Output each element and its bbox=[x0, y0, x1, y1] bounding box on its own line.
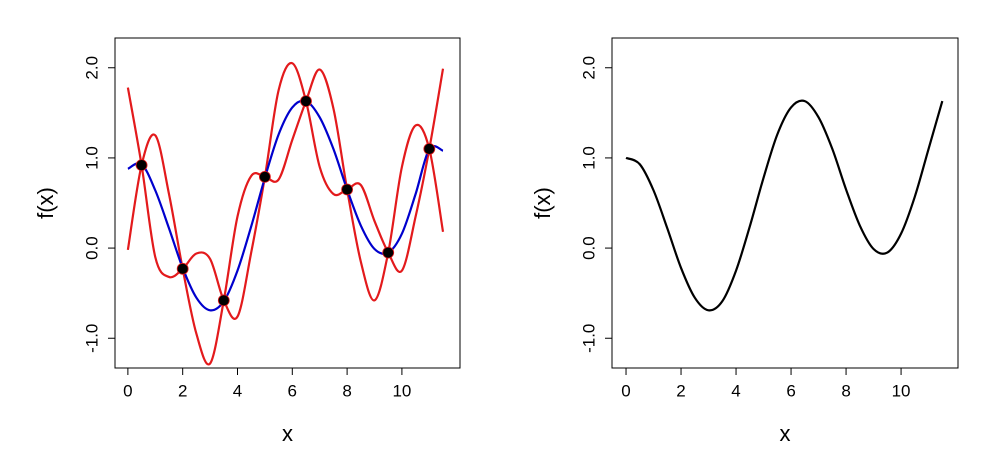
data-point bbox=[258, 170, 271, 183]
x-axis-title: x bbox=[282, 421, 293, 446]
x-tick-label: 8 bbox=[841, 381, 850, 400]
y-tick-label: 2.0 bbox=[82, 56, 101, 80]
data-point bbox=[382, 246, 395, 259]
line-series bbox=[126, 68, 445, 366]
y-tick-label: 0.0 bbox=[579, 236, 598, 260]
data-point bbox=[423, 143, 436, 155]
y-axis-title: f(x) bbox=[33, 187, 58, 219]
x-tick-label: 6 bbox=[288, 381, 297, 400]
x-tick-label: 10 bbox=[892, 381, 911, 400]
plot-frame bbox=[114, 37, 461, 369]
x-tick-label: 4 bbox=[731, 381, 740, 400]
y-tick-label: 1.0 bbox=[82, 146, 101, 170]
x-tick-label: 0 bbox=[621, 381, 630, 400]
plot-frame bbox=[611, 37, 959, 369]
y-tick-label: -1.0 bbox=[579, 324, 598, 353]
line-series bbox=[625, 99, 944, 312]
x-tick-label: 10 bbox=[392, 381, 411, 400]
x-tick-label: 2 bbox=[178, 381, 187, 400]
x-tick-label: 8 bbox=[342, 381, 351, 400]
x-tick-label: 2 bbox=[676, 381, 685, 400]
y-tick-label: 2.0 bbox=[579, 56, 598, 80]
data-point bbox=[135, 159, 148, 172]
y-tick-label: 0.0 bbox=[82, 236, 101, 260]
data-point bbox=[341, 183, 354, 196]
x-tick-label: 0 bbox=[123, 381, 132, 400]
line-series bbox=[126, 62, 445, 320]
y-tick-label: -1.0 bbox=[82, 324, 101, 353]
y-tick-label: 1.0 bbox=[579, 146, 598, 170]
x-tick-label: 6 bbox=[786, 381, 795, 400]
x-axis-title: x bbox=[780, 421, 791, 446]
data-point bbox=[300, 95, 312, 108]
data-point bbox=[176, 262, 189, 275]
data-point bbox=[217, 294, 230, 307]
y-axis-title: f(x) bbox=[530, 187, 555, 219]
x-tick-label: 4 bbox=[233, 381, 242, 400]
